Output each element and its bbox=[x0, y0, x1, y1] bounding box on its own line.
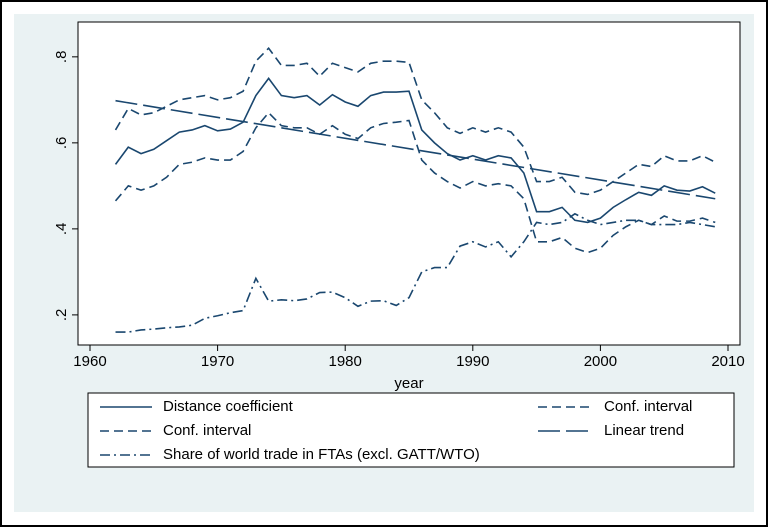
series-line bbox=[115, 99, 716, 200]
legend-label: Distance coefficient bbox=[163, 398, 294, 415]
series-line bbox=[114, 111, 716, 254]
y-tick-label: .2 bbox=[53, 309, 70, 322]
x-axis-label: year bbox=[394, 375, 423, 392]
plot-area bbox=[77, 21, 741, 346]
legend-label: Linear trend bbox=[604, 422, 684, 439]
x-tick-label: 1970 bbox=[201, 353, 234, 370]
series-line bbox=[114, 76, 716, 224]
series-line bbox=[115, 212, 716, 333]
y-tick-label: .6 bbox=[53, 137, 70, 150]
legend bbox=[87, 392, 735, 468]
legend-label: Conf. interval bbox=[604, 398, 692, 415]
x-tick-label: 2000 bbox=[584, 353, 617, 370]
series-line bbox=[114, 47, 716, 196]
legend-label: Share of world trade in FTAs (excl. GATT… bbox=[163, 446, 480, 463]
legend-label: Conf. interval bbox=[163, 422, 251, 439]
x-tick-label: 1960 bbox=[73, 353, 106, 370]
y-tick-label: .4 bbox=[53, 223, 70, 236]
x-tick-label: 2010 bbox=[711, 353, 744, 370]
x-tick-label: 1980 bbox=[329, 353, 362, 370]
y-tick-label: .8 bbox=[53, 51, 70, 64]
x-tick-label: 1990 bbox=[456, 353, 489, 370]
